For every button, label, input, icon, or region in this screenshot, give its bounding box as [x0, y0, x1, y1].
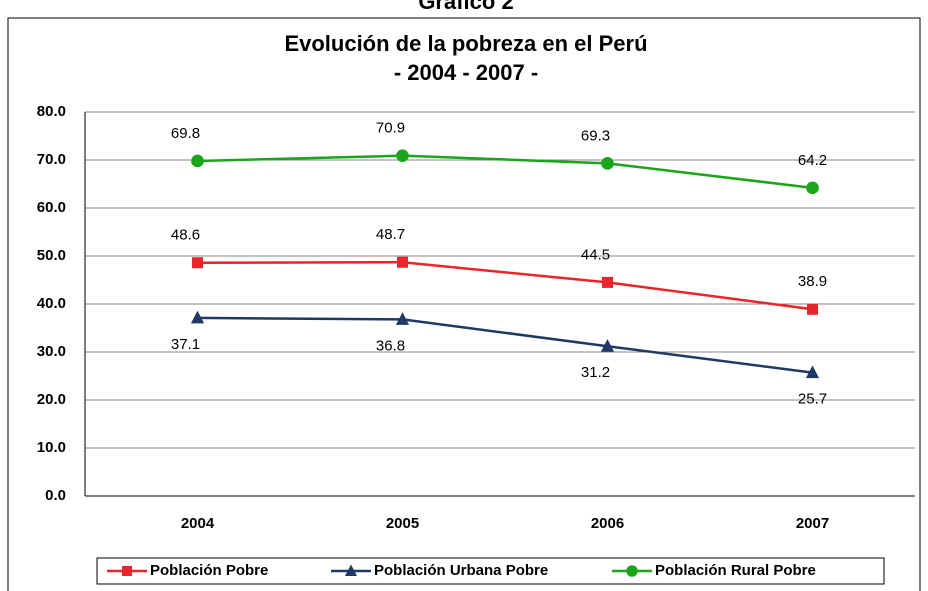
x-tick-label: 2007	[796, 515, 829, 532]
legend-marker	[122, 566, 132, 576]
data-label: 44.5	[581, 246, 610, 263]
data-label: 48.7	[376, 226, 405, 243]
y-tick-label: 80.0	[37, 103, 66, 120]
point	[602, 276, 613, 288]
legend-label: Población Rural Pobre	[655, 562, 816, 579]
data-label: 37.1	[171, 336, 200, 353]
point	[396, 149, 409, 163]
data-label: 69.3	[581, 127, 610, 144]
y-tick-label: 60.0	[37, 199, 66, 216]
y-tick-label: 40.0	[37, 295, 66, 312]
chart-title: Evolución de la pobreza en el Perú	[284, 31, 647, 56]
point	[397, 256, 408, 268]
x-tick-label: 2006	[591, 515, 624, 532]
data-label: 36.8	[376, 337, 405, 354]
y-tick-label: 0.0	[45, 487, 66, 504]
y-tick-label: 50.0	[37, 247, 66, 264]
data-label: 48.6	[171, 227, 200, 244]
y-tick-label: 10.0	[37, 439, 66, 456]
data-label: 31.2	[581, 364, 610, 381]
legend-box	[96, 557, 885, 585]
point	[190, 310, 205, 324]
data-label: 69.8	[171, 125, 200, 142]
point	[601, 157, 614, 170]
point	[807, 303, 818, 315]
point	[192, 257, 203, 269]
data-label: 38.9	[798, 273, 827, 290]
x-tick-label: 2004	[181, 515, 215, 532]
legend-marker	[626, 565, 638, 577]
y-tick-label: 20.0	[37, 391, 66, 408]
point	[806, 181, 819, 195]
point	[191, 154, 204, 168]
legend-label: Población Urbana Pobre	[374, 562, 548, 579]
point	[395, 312, 410, 325]
legend-label: Población Pobre	[150, 562, 268, 579]
chart-subtitle: - 2004 - 2007 -	[394, 60, 538, 85]
line	[197, 260, 813, 311]
data-label: 25.7	[798, 391, 827, 408]
legend-marker	[345, 564, 357, 576]
data-label: 70.9	[376, 120, 405, 137]
point	[805, 365, 820, 379]
data-label: 64.2	[798, 152, 827, 169]
line	[197, 316, 813, 374]
x-tick-label: 2005	[386, 515, 419, 532]
line	[197, 154, 813, 190]
point	[600, 339, 615, 352]
heading: Gráfico 2	[418, 0, 513, 14]
y-tick-label: 70.0	[37, 151, 66, 168]
y-tick-label: 30.0	[37, 343, 66, 360]
